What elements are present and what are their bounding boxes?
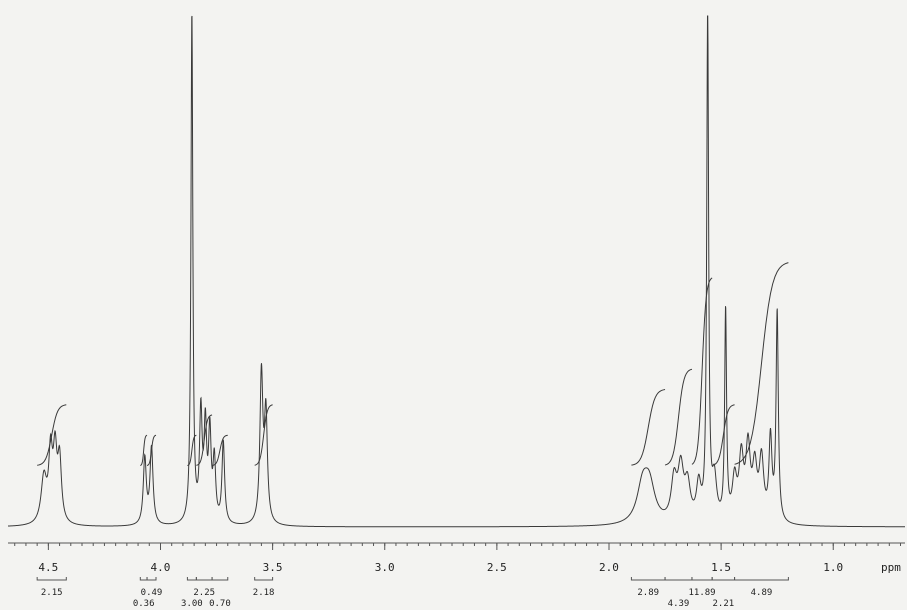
spectrum-trace	[7, 15, 905, 528]
integral-value-label: 4.39	[668, 599, 690, 609]
integral-brackets: 2.15 0.360.49 3.002.250.70 2.18 2.89 4.3911.8…	[36, 577, 789, 609]
integral-value-label: 2.21	[713, 599, 735, 609]
integral-value-label: 2.25	[193, 588, 215, 598]
x-axis-unit-label: ppm	[881, 561, 901, 574]
integral-curve-1	[140, 434, 148, 466]
integral-curve-8	[664, 368, 693, 466]
integral-curve-6	[254, 404, 273, 466]
x-tick-label: 1.0	[823, 561, 843, 574]
integral-value-label: 3.00	[181, 599, 203, 609]
x-axis: 4.5 4.0 3.5 3.0 2.5 2.0 1.5 1.0 ppm	[8, 542, 905, 574]
x-major-ticks: 4.5 4.0 3.5 3.0 2.5 2.0 1.5 1.0	[38, 543, 843, 574]
integral-value-label: 2.89	[637, 588, 659, 598]
integral-curve-7	[631, 389, 666, 466]
x-tick-label: 3.5	[263, 561, 283, 574]
x-tick-label: 3.0	[375, 561, 395, 574]
integral-bracket	[211, 577, 229, 581]
x-tick-label: 4.0	[151, 561, 171, 574]
integral-value-label: 2.18	[253, 588, 275, 598]
x-tick-label: 1.5	[711, 561, 731, 574]
integral-value-label: 0.70	[209, 599, 231, 609]
integral-curve-10	[712, 404, 735, 466]
integral-value-label: 11.89	[689, 588, 716, 598]
x-tick-label: 4.5	[38, 561, 58, 574]
integral-curve-0	[37, 404, 67, 466]
integral-bracket	[36, 577, 67, 581]
integral-bracket	[734, 577, 789, 581]
plot-area	[7, 15, 905, 528]
integral-value-label: 2.15	[41, 588, 63, 598]
x-tick-label: 2.0	[599, 561, 619, 574]
integral-bracket	[146, 577, 157, 581]
integral-value-label: 0.36	[133, 599, 155, 609]
integral-bracket	[254, 577, 274, 581]
integral-value-label: 0.49	[141, 588, 163, 598]
integral-value-label: 4.89	[751, 588, 773, 598]
x-tick-label: 2.5	[487, 561, 507, 574]
